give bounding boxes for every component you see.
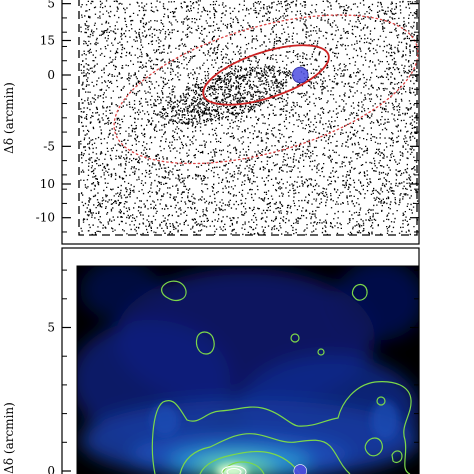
contour-north-1: [161, 280, 187, 301]
contour-east-2: [364, 437, 383, 457]
core-contours: [221, 465, 247, 474]
top-panel: 5 0 -5 -10 Δδ (arcmin): [2, 0, 420, 245]
source-marker-bottom: [293, 464, 307, 474]
contours: [151, 280, 412, 474]
intensity-map: [77, 266, 419, 474]
contour-mid-3: [317, 348, 325, 356]
scatter-point-field: [80, 0, 419, 236]
bottom-panel: 15 10 5 0 Δδ (arcmin): [2, 34, 420, 474]
map-border: [76, 265, 420, 474]
ellipse-inner: [202, 44, 330, 106]
bottom-ylabel: Δδ (arcmin): [2, 402, 16, 474]
top-y-ticks: 5 0 -5 -10: [36, 0, 419, 233]
contour-outer: [151, 381, 412, 474]
contour-east-3: [391, 450, 403, 463]
scatter-points: [80, 0, 419, 236]
y-tick-label: 10: [40, 177, 55, 191]
y-tick-label: -10: [36, 211, 55, 225]
y-tick-label: 5: [47, 0, 55, 11]
bottom-y-ticks: 15 10 5 0: [40, 34, 419, 474]
source-marker: [291, 66, 309, 84]
y-tick-label: 5: [47, 321, 55, 335]
contour-level-2: [179, 433, 351, 474]
y-tick-label: 0: [47, 464, 55, 474]
survey-boundary: [78, 0, 418, 236]
y-tick-label: 15: [40, 34, 55, 48]
contour-east-1: [376, 396, 386, 406]
contour-mid-2: [290, 333, 300, 343]
contour-mid-1: [195, 331, 215, 355]
y-tick-label: 0: [47, 68, 55, 82]
y-tick-label: -5: [43, 139, 55, 153]
contour-north-2: [351, 283, 368, 301]
top-ylabel: Δδ (arcmin): [2, 82, 16, 154]
contour-level-3: [199, 450, 301, 474]
